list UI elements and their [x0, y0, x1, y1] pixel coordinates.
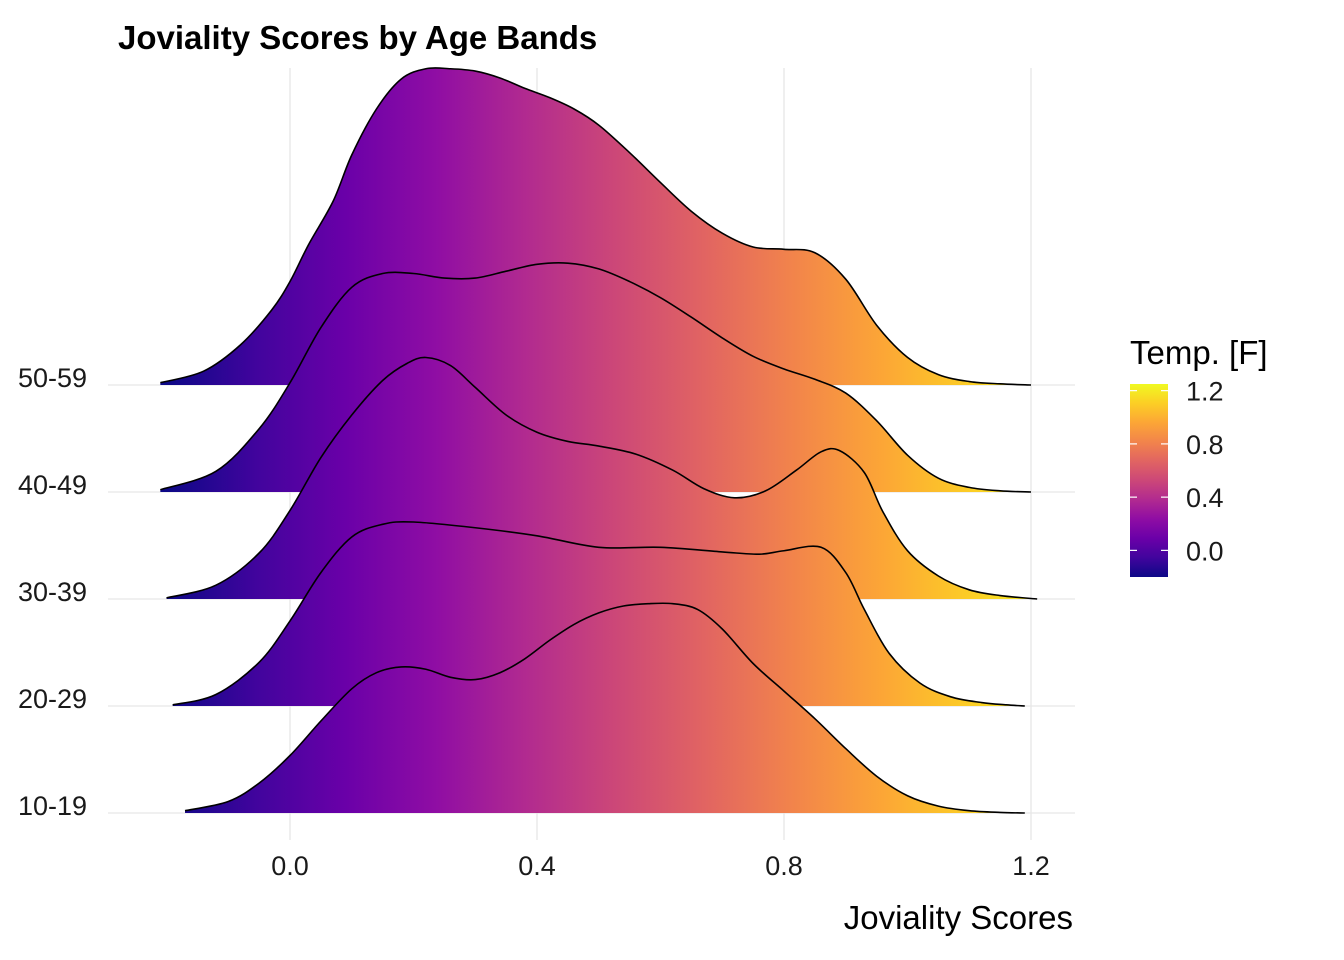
x-tick-0: 0.0	[271, 851, 309, 881]
ridge-line-40-49	[160, 262, 1032, 493]
legend-tick-label-2: 0.4	[1186, 483, 1224, 513]
legend-tick-label-3: 0.0	[1186, 536, 1224, 566]
y-axis-labels: 10-19 20-29 30-39 40-49 50-59	[18, 363, 87, 821]
y-label-10-19: 10-19	[18, 791, 87, 821]
x-tick-2: 0.8	[765, 851, 803, 881]
legend-tick-label-1: 0.8	[1186, 430, 1224, 460]
ridge-line-20-29	[172, 520, 1025, 707]
x-axis-ticks: 0.0 0.4 0.8 1.2	[271, 851, 1050, 881]
ridge-fill-10-19	[185, 603, 1025, 813]
ridge-10-19	[184, 602, 1025, 814]
x-tick-3: 1.2	[1012, 851, 1050, 881]
y-label-50-59: 50-59	[18, 363, 87, 393]
x-axis-label: Joviality Scores	[844, 899, 1073, 936]
ridge-line-10-19	[184, 602, 1025, 814]
legend-colorbar	[1130, 384, 1168, 577]
color-legend: Temp. [F] 1.2 0.8 0.4 0.0	[1130, 334, 1268, 577]
y-label-40-49: 40-49	[18, 470, 87, 500]
ridge-line-50-59	[160, 67, 1032, 386]
x-tick-1: 0.4	[518, 851, 556, 881]
legend-title: Temp. [F]	[1130, 334, 1268, 371]
y-label-30-39: 30-39	[18, 577, 87, 607]
legend-ticks: 1.2 0.8 0.4 0.0	[1130, 377, 1224, 566]
legend-tick-label-0: 1.2	[1186, 377, 1224, 407]
chart-title: Joviality Scores by Age Bands	[118, 19, 597, 56]
y-label-20-29: 20-29	[18, 684, 87, 714]
ridge-line-30-39	[166, 356, 1038, 600]
ridges-group	[160, 67, 1038, 814]
